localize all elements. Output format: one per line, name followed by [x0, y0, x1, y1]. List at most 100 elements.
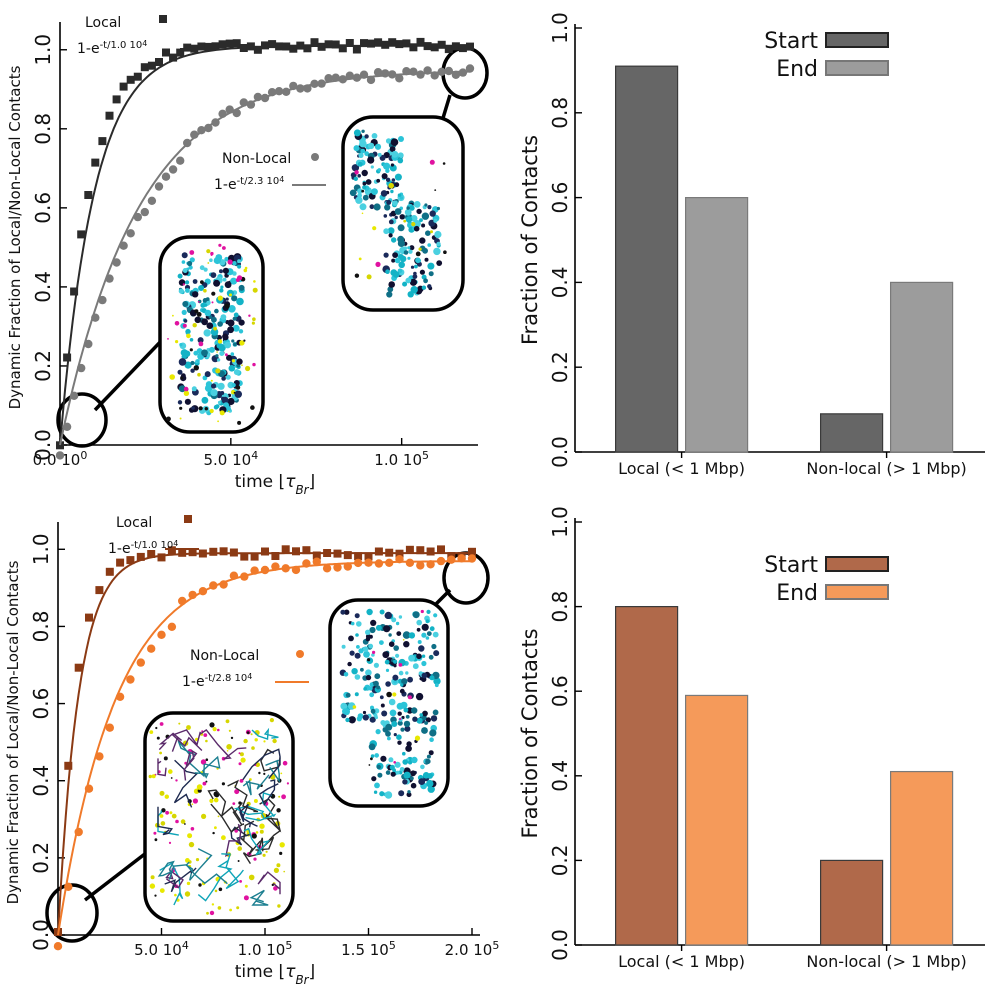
- molecule-bead: [389, 146, 396, 153]
- data-point-local: [70, 287, 79, 296]
- molecule-bead: [421, 654, 426, 658]
- x-axis-label-subscript: Br: [295, 973, 309, 987]
- particle-dot: [159, 751, 163, 755]
- data-point-nonlocal: [274, 87, 284, 96]
- particle-dot: [280, 772, 283, 775]
- data-point-local: [126, 75, 135, 84]
- molecule-bead: [220, 391, 225, 395]
- molecule-bead: [225, 374, 231, 380]
- molecule-bead: [349, 650, 355, 656]
- molecule-bead: [397, 193, 402, 197]
- data-point-nonlocal: [84, 784, 94, 793]
- data-point-local: [345, 39, 354, 47]
- molecule-bead: [230, 277, 238, 285]
- data-point-nonlocal: [115, 692, 125, 701]
- molecule-bead: [433, 677, 441, 685]
- molecule-bead: [422, 772, 430, 779]
- callout-line-start: [83, 848, 152, 902]
- molecule-bead: [217, 400, 222, 405]
- particle-dot: [159, 888, 165, 893]
- particle-dot: [149, 730, 154, 734]
- molecule-bead: [376, 764, 381, 770]
- y-tick-label: 0.8: [548, 591, 572, 623]
- molecule-bead: [369, 692, 375, 698]
- data-point-local: [381, 40, 390, 49]
- data-point-local: [232, 39, 241, 48]
- chromatin-strand: [242, 837, 264, 864]
- molecule-bead: [436, 206, 440, 211]
- molecule-bead: [366, 608, 373, 616]
- data-point-nonlocal: [126, 675, 135, 684]
- molecule-bead: [430, 715, 438, 722]
- data-point-nonlocal: [364, 558, 373, 567]
- molecule-bead: [348, 635, 354, 642]
- particle-dot: [250, 733, 253, 736]
- particle-dot: [241, 364, 243, 367]
- particle-dot: [192, 323, 197, 328]
- data-point-nonlocal: [388, 70, 397, 79]
- molecule-bead: [406, 707, 413, 714]
- particle-dot: [248, 314, 251, 317]
- particle-dot: [214, 889, 218, 893]
- molecule-bead: [388, 633, 392, 637]
- molecule-bead: [404, 208, 412, 216]
- y-tick-label: 0.6: [548, 675, 572, 707]
- molecule-bead: [405, 714, 410, 719]
- molecule-bead: [188, 265, 193, 270]
- particle-dot: [151, 774, 156, 779]
- particle-dot: [392, 692, 397, 697]
- data-point-local: [162, 48, 170, 57]
- y-tick-label: 0.8: [31, 113, 55, 145]
- molecule-bead: [206, 322, 214, 330]
- particle-dot: [214, 793, 220, 798]
- particle-dot: [221, 782, 225, 786]
- particle-dot: [277, 904, 281, 908]
- molecule-bead: [379, 154, 386, 161]
- legend-label-local: Local: [116, 515, 152, 531]
- particle-dot: [179, 417, 182, 420]
- particle-dot: [236, 906, 240, 910]
- molecule-bead: [185, 288, 190, 293]
- legend-label-local: Local: [85, 15, 121, 31]
- particle-dot: [190, 827, 195, 831]
- particle-dot: [252, 317, 256, 322]
- bar-end-nonlocal: [889, 281, 954, 453]
- particle-dot: [209, 910, 215, 916]
- molecule-bead: [191, 386, 197, 392]
- bar-end-local: [684, 197, 749, 453]
- data-point-nonlocal: [345, 71, 354, 80]
- molecule-bead: [370, 165, 374, 169]
- data-point-local: [105, 111, 114, 120]
- particle-dot: [174, 321, 180, 326]
- molecule-bead: [386, 291, 393, 298]
- molecule-bead: [426, 779, 434, 788]
- particle-dot: [442, 162, 446, 165]
- molecule-bead: [383, 228, 390, 235]
- particle-dot: [196, 312, 202, 317]
- data-point-nonlocal: [437, 67, 446, 77]
- molecule-bead: [365, 629, 371, 635]
- molecule-bead: [412, 663, 419, 670]
- molecule-bead: [373, 790, 378, 794]
- molecule-bead: [401, 715, 405, 720]
- particle-dot: [156, 736, 160, 740]
- particle-dot: [216, 351, 218, 353]
- chromatin-strand: [158, 732, 183, 752]
- molecule-bead: [392, 252, 398, 258]
- x-tick-label: 0.0 100: [33, 449, 88, 470]
- particle-dot: [221, 835, 226, 841]
- molecule-bead: [407, 291, 414, 298]
- data-point-nonlocal: [161, 172, 171, 181]
- particle-dot: [189, 250, 195, 255]
- particle-dot: [225, 353, 228, 357]
- particle-dot: [386, 691, 392, 698]
- molecule-bead: [342, 708, 348, 715]
- molecule-bead: [403, 771, 411, 779]
- particle-dot: [258, 771, 261, 775]
- molecule-bead: [185, 328, 191, 335]
- particle-dot: [418, 247, 422, 251]
- molecule-bead: [414, 264, 418, 269]
- fit-base: 1-e: [108, 541, 131, 557]
- molecule-bead: [361, 129, 365, 133]
- molecule-bead: [409, 776, 414, 781]
